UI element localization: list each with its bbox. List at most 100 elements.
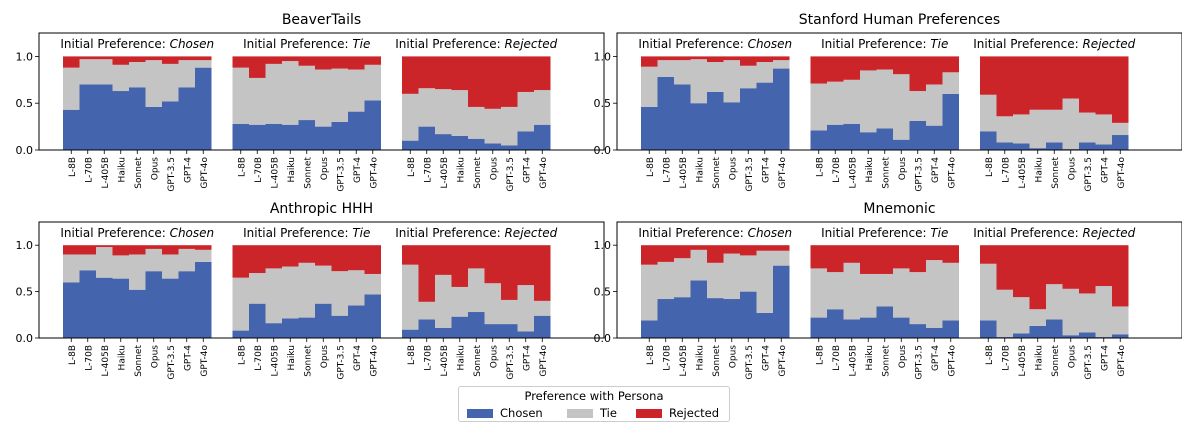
bar-segment-chosen [96,84,113,150]
bar-segment-rejected [249,56,266,78]
bar-segment-tie [364,64,381,101]
axes-frame [38,32,605,151]
x-tick-label: GPT-4o [947,345,957,377]
group-label-emphasis: Tie [930,37,948,51]
bar-segment-chosen [129,289,146,338]
bar-segment-rejected [740,56,757,66]
bar-segment-rejected [756,245,773,251]
bar-segment-tie [484,108,501,144]
y-tick-label: 0.5 [16,286,34,299]
bar-segment-rejected [484,56,501,109]
group-label-prefix: Initial Preference: [638,226,747,240]
panel-title: Stanford Human Preferences [799,12,1000,28]
bar-segment-tie [501,299,518,325]
bar-segment-rejected [402,245,419,265]
bar-segment-tie [232,277,249,331]
x-tick-label: Opus [728,157,738,181]
bar-segment-tie [451,286,468,317]
x-tick-label: Opus [320,157,330,181]
bar-segment-rejected [641,56,658,67]
bar-segment-chosen [331,121,348,150]
x-tick-label: Haiku [117,345,127,370]
bar-segment-chosen [773,265,790,338]
x-tick-label: GPT-4 [522,345,532,371]
x-tick-label: GPT-3.5 [506,345,516,380]
x-tick-label: GPT-4o [778,345,788,377]
bar-segment-tie [249,273,266,304]
bar-segment-tie [129,254,146,290]
bar-segment-rejected [1062,56,1079,99]
bar-segment-chosen [827,124,844,150]
bar-segment-chosen [468,138,485,150]
x-tick-label: Haiku [695,157,705,182]
bar-segment-chosen [1112,334,1129,338]
bar-segment-tie [723,253,740,300]
bar-segment-tie [501,106,518,146]
bar-segment-rejected [876,245,893,274]
bar-segment-tie [348,270,365,306]
bar-segment-tie [315,265,332,304]
x-tick-label: Sonnet [473,157,483,189]
x-tick-label: GPT-3.5 [506,157,516,192]
bar-segment-chosen [364,294,381,338]
y-tick-label: 0.5 [594,286,612,299]
bar-segment-tie [145,248,162,272]
bar-segment-tie [517,285,534,332]
bar-segment-rejected [364,56,381,65]
bar-segment-tie [418,301,435,320]
axes-frame [616,32,1182,151]
bar-segment-tie [112,64,129,92]
x-tick-label: GPT-3.5 [167,345,177,380]
axes-frame [616,221,1182,339]
bar-segment-chosen [315,126,332,150]
bar-segment-rejected [810,245,827,269]
bar-segment-chosen [1079,332,1096,338]
x-tick-label: GPT-4o [1117,345,1127,377]
bar-segment-chosen [909,120,926,150]
bar-segment-rejected [162,245,179,255]
bar-segment-chosen [942,93,959,150]
bar-segment-chosen [534,315,551,338]
bar-segment-rejected [996,56,1013,117]
x-tick-label: GPT-4o [369,157,379,189]
axes-frame [38,221,605,339]
bar-segment-rejected [435,56,452,90]
x-tick-label: L-70B [254,157,264,183]
x-tick-label: GPT-4o [200,157,210,189]
bar-segment-chosen [756,82,773,150]
x-tick-label: Sonnet [881,157,891,189]
bar-segment-rejected [893,56,910,75]
bar-segment-tie [909,91,926,121]
x-tick-label: GPT-4 [1100,157,1110,183]
x-tick-label: L-405B [1018,345,1028,376]
bar-segment-chosen [740,88,757,150]
x-tick-label: L-8B [646,157,656,177]
bar-segment-rejected [364,245,381,274]
bar-segment-rejected [418,56,435,89]
bar-segment-chosen [1013,333,1030,338]
bar-segment-rejected [348,56,365,70]
x-tick-label: GPT-4 [931,157,941,183]
bar-segment-rejected [1029,56,1046,110]
bar-segment-chosen [690,280,707,338]
x-tick-label: Opus [898,157,908,181]
bar-segment-rejected [232,56,249,68]
bar-segment-chosen [756,312,773,338]
x-tick-label: GPT-3.5 [167,157,177,192]
bar-segment-tie [1046,109,1063,143]
bar-segment-chosen [926,125,943,150]
group-label-emphasis: Chosen [170,226,215,240]
bar-segment-tie [79,59,96,85]
bar-segment-chosen [232,123,249,150]
bar-segment-rejected [435,245,452,275]
bar-segment-chosen [501,324,518,338]
bar-segment-tie [468,268,485,313]
bar-segment-tie [723,60,740,103]
bar-segment-rejected [468,245,485,269]
bar-segment-tie [876,273,893,307]
bar-segment-rejected [145,245,162,249]
bar-segment-rejected [348,245,365,271]
bar-segment-rejected [980,56,997,95]
x-tick-label: L-405B [848,345,858,376]
bar-segment-chosen [517,331,534,338]
